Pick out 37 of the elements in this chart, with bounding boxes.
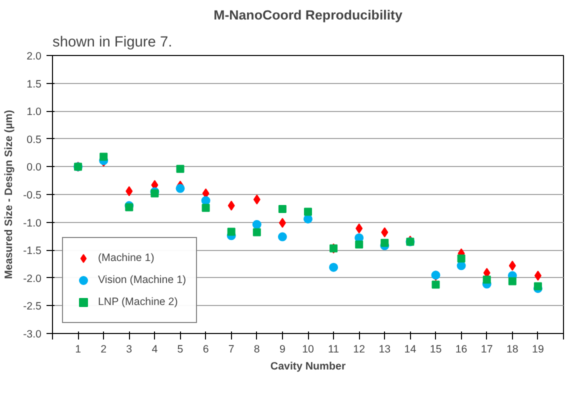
x-axis-title: Cavity Number	[270, 360, 346, 372]
x-tick-label: 12	[353, 344, 366, 356]
y-tick-label: 2.0	[26, 50, 42, 62]
x-tick-label: 16	[455, 344, 468, 356]
x-tick-label: 5	[177, 344, 184, 356]
x-tick-label: 18	[506, 344, 518, 356]
x-tick-label: 19	[532, 344, 544, 356]
x-tick-label: 13	[378, 344, 391, 356]
x-tick-label: 11	[328, 344, 340, 356]
x-tick-label: 4	[152, 344, 158, 356]
y-tick-label: -2.0	[23, 272, 42, 285]
y-tick-label: -1.5	[23, 245, 42, 258]
y-tick-label: -1.0	[23, 217, 42, 230]
y-tick-label: 1.0	[26, 106, 42, 118]
y-tick-label: 0.0	[26, 162, 42, 174]
x-tick-label: 1	[75, 344, 82, 356]
x-tick-label: 17	[480, 344, 493, 356]
x-tick-label: 6	[202, 344, 209, 356]
y-tick-label: -2.5	[23, 300, 42, 313]
legend-label: Vision (Machine 1)	[98, 274, 186, 286]
x-tick-label: 3	[126, 344, 132, 356]
y-tick-label: -3.0	[23, 328, 42, 340]
x-tick-label: 2	[100, 344, 107, 356]
x-tick-label: 14	[404, 344, 416, 356]
legend-label: LNP (Machine 2)	[98, 296, 178, 308]
x-tick-label: 9	[279, 344, 286, 356]
chart-title: M-NanoCoord Reproducibility	[214, 8, 403, 22]
y-tick-label: 0.5	[26, 134, 42, 146]
text: shown in Figure 7.	[52, 34, 172, 50]
y-axis-title: Measured Size - Design Size (µm)	[3, 110, 16, 279]
x-tick-label: 7	[228, 344, 234, 356]
legend-label: (Machine 1)	[98, 252, 154, 264]
y-tick-label: 1.5	[26, 78, 42, 90]
x-tick-label: 8	[254, 344, 260, 356]
y-tick-label: -0.5	[23, 190, 42, 202]
x-tick-label: 10	[302, 344, 314, 356]
x-tick-label: 15	[430, 344, 442, 356]
